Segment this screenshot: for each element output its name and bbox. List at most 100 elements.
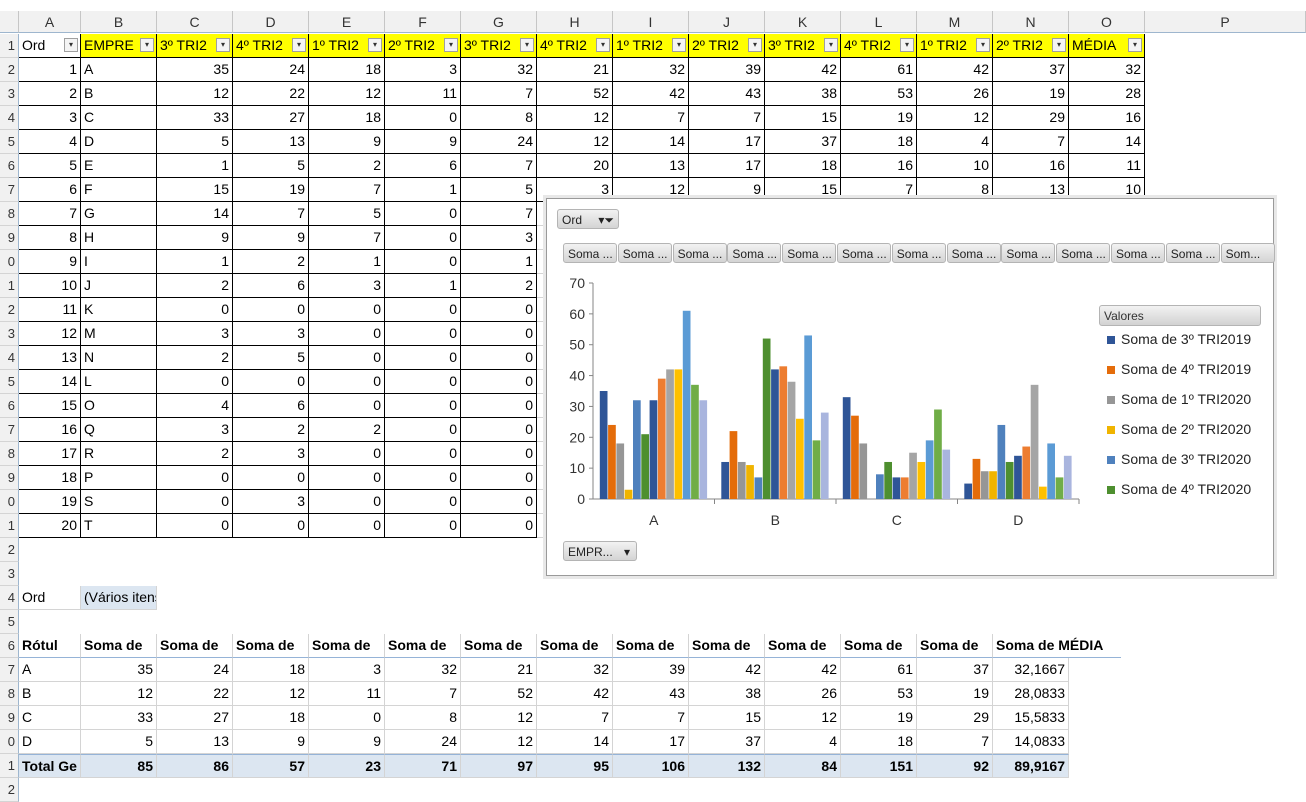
filter-dropdown-icon[interactable]: ▾: [216, 38, 230, 52]
value-field-button[interactable]: Soma ...: [1001, 243, 1056, 263]
row-header[interactable]: 0: [0, 250, 19, 274]
pivot-total-cell[interactable]: 132: [689, 754, 765, 778]
pivot-cell[interactable]: 35: [81, 658, 157, 682]
table-cell[interactable]: 2: [309, 418, 385, 442]
table-cell[interactable]: 61: [841, 58, 917, 82]
row-header[interactable]: 7: [0, 178, 19, 202]
table-cell[interactable]: 19: [233, 178, 309, 202]
pivot-cell[interactable]: 9: [309, 730, 385, 754]
pivot-cell[interactable]: 33: [81, 706, 157, 730]
table-cell[interactable]: 0: [461, 466, 537, 490]
row-header[interactable]: 3: [0, 322, 19, 346]
table-cell[interactable]: K: [81, 298, 157, 322]
table-cell[interactable]: 14: [613, 130, 689, 154]
pivot-cell[interactable]: 37: [689, 730, 765, 754]
table-cell[interactable]: 0: [461, 394, 537, 418]
row-header[interactable]: 2: [0, 58, 19, 82]
table-cell[interactable]: 0: [385, 490, 461, 514]
table-cell[interactable]: 0: [385, 250, 461, 274]
table-cell[interactable]: 12: [157, 82, 233, 106]
row-header[interactable]: 8: [0, 442, 19, 466]
table-cell[interactable]: 17: [689, 130, 765, 154]
pivot-cell[interactable]: 14,0833: [993, 730, 1069, 754]
table-header-cell[interactable]: MÉDIA ▾: [1069, 34, 1145, 58]
column-header-N[interactable]: N: [993, 11, 1069, 33]
column-header-L[interactable]: L: [841, 11, 917, 33]
table-cell[interactable]: 37: [765, 130, 841, 154]
table-cell[interactable]: 42: [765, 58, 841, 82]
value-field-button[interactable]: Som...: [1220, 243, 1275, 263]
table-cell[interactable]: 0: [461, 418, 537, 442]
table-cell[interactable]: 7: [461, 202, 537, 226]
table-cell[interactable]: 0: [385, 322, 461, 346]
pivot-cell[interactable]: 7: [537, 706, 613, 730]
table-cell[interactable]: 7: [233, 202, 309, 226]
pivot-cell[interactable]: 61: [841, 658, 917, 682]
table-cell[interactable]: 14: [1069, 130, 1145, 154]
column-header-I[interactable]: I: [613, 11, 689, 33]
column-header-J[interactable]: J: [689, 11, 765, 33]
filter-dropdown-icon[interactable]: ▾: [1052, 38, 1066, 52]
table-cell[interactable]: 6: [19, 178, 81, 202]
table-cell[interactable]: 9: [309, 130, 385, 154]
table-cell[interactable]: 6: [385, 154, 461, 178]
row-header[interactable]: 1: [0, 274, 19, 298]
value-field-button[interactable]: Soma ...: [617, 243, 672, 263]
pivot-header-cell[interactable]: Soma de: [765, 634, 841, 658]
table-cell[interactable]: J: [81, 274, 157, 298]
column-header-M[interactable]: M: [917, 11, 993, 33]
pivot-cell[interactable]: C: [19, 706, 81, 730]
table-cell[interactable]: 0: [157, 298, 233, 322]
table-cell[interactable]: 7: [461, 154, 537, 178]
table-cell[interactable]: 15: [765, 106, 841, 130]
filter-dropdown-icon[interactable]: ▾: [368, 38, 382, 52]
table-cell[interactable]: 4: [19, 130, 81, 154]
table-cell[interactable]: 5: [157, 130, 233, 154]
column-header-G[interactable]: G: [461, 11, 537, 33]
row-header[interactable]: 3: [0, 82, 19, 106]
table-cell[interactable]: 12: [917, 106, 993, 130]
table-cell[interactable]: 28: [1069, 82, 1145, 106]
pivot-cell[interactable]: 12: [81, 682, 157, 706]
pivot-total-cell[interactable]: 151: [841, 754, 917, 778]
pivot-cell[interactable]: 38: [689, 682, 765, 706]
pivot-header-cell[interactable]: Soma de: [689, 634, 765, 658]
pivot-cell[interactable]: 42: [537, 682, 613, 706]
table-cell[interactable]: 9: [233, 226, 309, 250]
row-header[interactable]: 6: [0, 394, 19, 418]
table-cell[interactable]: 7: [309, 226, 385, 250]
pivot-cell[interactable]: 24: [385, 730, 461, 754]
table-header-cell[interactable]: 2º TRI2 ▾: [689, 34, 765, 58]
pivot-cell[interactable]: 11: [309, 682, 385, 706]
pivot-cell[interactable]: 18: [841, 730, 917, 754]
table-cell[interactable]: 21: [537, 58, 613, 82]
table-cell[interactable]: 0: [461, 514, 537, 538]
table-header-cell[interactable]: EMPRE ▾: [81, 34, 157, 58]
value-field-button[interactable]: Soma ...: [891, 243, 946, 263]
table-cell[interactable]: O: [81, 394, 157, 418]
filter-dropdown-icon[interactable]: ▾: [140, 38, 154, 52]
table-cell[interactable]: 2: [157, 346, 233, 370]
table-cell[interactable]: 11: [19, 298, 81, 322]
table-cell[interactable]: 8: [461, 106, 537, 130]
pivot-cell[interactable]: 12: [461, 706, 537, 730]
table-cell[interactable]: 4: [157, 394, 233, 418]
pivot-cell[interactable]: 32: [537, 658, 613, 682]
table-cell[interactable]: 0: [385, 370, 461, 394]
table-cell[interactable]: 0: [309, 514, 385, 538]
value-field-button[interactable]: Soma ...: [782, 243, 837, 263]
table-cell[interactable]: 0: [385, 418, 461, 442]
table-cell[interactable]: 13: [613, 154, 689, 178]
pivot-total-cell[interactable]: 106: [613, 754, 689, 778]
table-cell[interactable]: L: [81, 370, 157, 394]
table-header-cell[interactable]: 1º TRI2 ▾: [613, 34, 689, 58]
table-cell[interactable]: 0: [309, 298, 385, 322]
pivot-cell[interactable]: 28,0833: [993, 682, 1069, 706]
table-cell[interactable]: 16: [1069, 106, 1145, 130]
value-field-button[interactable]: Soma ...: [1056, 243, 1111, 263]
filter-dropdown-icon[interactable]: ▾: [748, 38, 762, 52]
value-field-button[interactable]: Soma ...: [837, 243, 891, 263]
row-header[interactable]: 6: [0, 634, 19, 658]
row-header[interactable]: 2: [0, 778, 19, 802]
